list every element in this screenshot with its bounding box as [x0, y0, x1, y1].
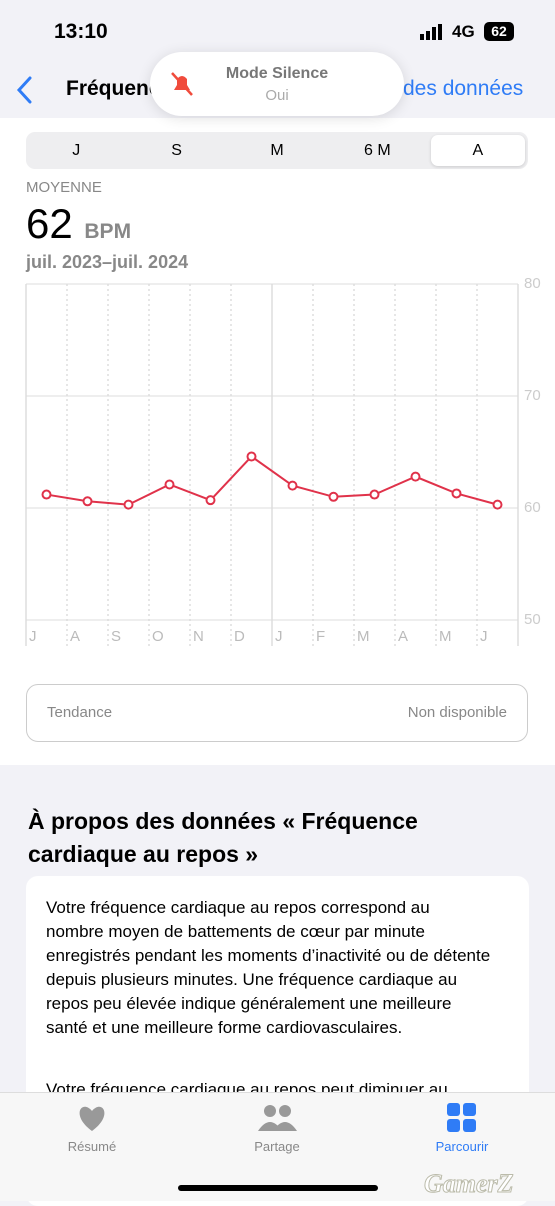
- chart: 50 60 70 80 J A S O N D J F M A M J: [25, 275, 541, 646]
- x-tick-label: J: [29, 628, 37, 645]
- trend-box[interactable]: Tendance Non disponible: [26, 684, 528, 742]
- heart-icon: [79, 1106, 105, 1131]
- point: [41, 489, 52, 500]
- tab[interactable]: Partage: [254, 1139, 300, 1154]
- y-tick-label: 50: [524, 611, 541, 628]
- about-title: À propos des données « Fréquence cardiaq…: [28, 808, 418, 867]
- nav-title: Fréquence: [66, 77, 173, 100]
- time: 13:10: [54, 20, 108, 43]
- trend-label: Tendance: [47, 704, 113, 721]
- point: [287, 480, 298, 491]
- point: [123, 499, 134, 510]
- point: [164, 479, 175, 490]
- battery: 62: [484, 22, 514, 41]
- segment[interactable]: J: [72, 142, 81, 159]
- point: [369, 489, 380, 500]
- point: [246, 451, 257, 462]
- banner-title: Mode Silence: [225, 65, 329, 82]
- segment[interactable]: S: [171, 142, 182, 159]
- date-range: juil. 2023–juil. 2024: [26, 252, 189, 272]
- segment[interactable]: A: [430, 135, 525, 166]
- point: [82, 496, 93, 507]
- people-icon: [258, 1105, 297, 1131]
- trend-value: Non disponible: [407, 704, 507, 721]
- x-tick-label: M: [439, 628, 452, 645]
- point: [492, 499, 503, 510]
- paragraph: Votre fréquence cardiaque au repos corre…: [46, 898, 491, 1037]
- x-tick-label: O: [152, 628, 164, 645]
- point: [328, 491, 339, 502]
- x-tick-label: F: [316, 628, 325, 645]
- summary-value: 62 BPM: [26, 200, 131, 248]
- line: [46, 455, 498, 506]
- summary-label: MOYENNE: [26, 179, 102, 196]
- back-icon[interactable]: [16, 76, 34, 104]
- x-tick-label: J: [480, 628, 488, 645]
- segment[interactable]: M: [270, 142, 284, 159]
- point: [205, 495, 216, 506]
- segment[interactable]: 6 M: [364, 142, 391, 159]
- nav-right[interactable]: des données: [403, 77, 524, 100]
- tab-bar: Résumé Partage Parcourir GamerZ: [0, 1092, 555, 1201]
- x-tick-label: A: [70, 628, 80, 645]
- segmented-control: J S M 6 M A: [26, 132, 528, 169]
- watermark: GamerZ: [424, 1169, 515, 1199]
- x-tick-label: S: [111, 628, 121, 645]
- unit: BPM: [84, 220, 132, 243]
- point: [451, 488, 462, 499]
- network: 4G: [452, 22, 475, 41]
- tab[interactable]: Résumé: [67, 1139, 117, 1154]
- x-tick-label: J: [275, 628, 283, 645]
- signal: [420, 24, 442, 40]
- y-tick-label: 80: [524, 275, 541, 292]
- tab[interactable]: Parcourir: [435, 1139, 489, 1154]
- point: [410, 471, 421, 482]
- x-tick-label: A: [398, 628, 408, 645]
- x-tick-label: N: [193, 628, 204, 645]
- bell-icon: [171, 72, 193, 96]
- home-indicator: [178, 1185, 378, 1191]
- x-tick-label: D: [234, 628, 245, 645]
- y-tick-label: 70: [524, 387, 541, 404]
- banner-subtitle: Oui: [265, 87, 289, 104]
- content-bg: [0, 118, 555, 765]
- avg: 62: [26, 200, 73, 247]
- y-tick-label: 60: [524, 499, 541, 516]
- grid-icon: [447, 1103, 476, 1132]
- silent-banner: Mode Silence Oui: [150, 52, 404, 116]
- x-tick-label: M: [357, 628, 370, 645]
